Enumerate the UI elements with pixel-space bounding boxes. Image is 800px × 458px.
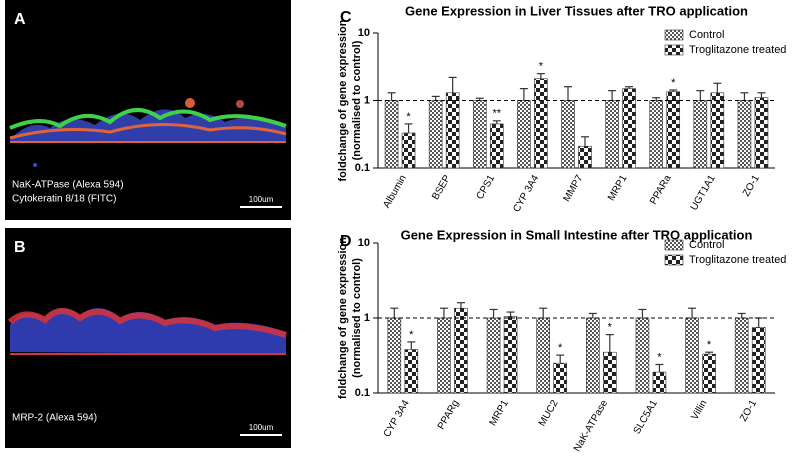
legend-label: Control — [689, 239, 724, 251]
bar — [517, 100, 531, 169]
bar — [553, 362, 567, 394]
scale-bar-label: 100um — [249, 195, 274, 204]
chart-title: Gene Expression in Small Intestine after… — [401, 227, 753, 242]
y-tick-label: 1 — [364, 94, 370, 106]
significance: * — [608, 322, 613, 334]
bar — [734, 317, 749, 394]
y-axis-label: (normalised to control) — [351, 40, 363, 160]
caption: MRP-2 (Alexa 594) — [12, 413, 97, 424]
bar — [472, 100, 487, 169]
y-tick-label: 0.1 — [355, 387, 370, 399]
bar — [454, 307, 468, 394]
panel-label: A — [14, 11, 26, 28]
caption: NaK-ATPase (Alexa 594) — [12, 180, 124, 191]
bar — [534, 78, 548, 169]
image-a: A NaK-ATPase (Alexa 594) Cytokeratin 8/1… — [5, 0, 291, 220]
image-b: B MRP-2 (Alexa 594) 100um — [5, 228, 291, 448]
x-tick-label: ZO-1 — [741, 173, 762, 199]
bar — [437, 317, 451, 394]
bar — [428, 100, 443, 169]
panel-label: C — [340, 9, 352, 26]
y-tick-label: 10 — [358, 27, 370, 39]
bar — [384, 100, 399, 169]
bar — [685, 317, 699, 394]
x-tick-label: PPARa — [648, 173, 674, 207]
scale-bar-label: 100um — [249, 423, 274, 432]
x-tick-label: MMP7 — [561, 173, 585, 204]
bar — [652, 371, 667, 394]
significance: * — [671, 77, 676, 89]
significance: * — [707, 339, 712, 351]
x-tick-label: BSEP — [430, 173, 453, 202]
x-tick-label: MUC2 — [537, 398, 561, 428]
x-tick-label: SLC5A1 — [632, 398, 660, 436]
bar — [445, 92, 460, 169]
x-tick-label: UGT1A1 — [689, 173, 718, 213]
legend-swatch — [664, 44, 684, 56]
significance: * — [406, 111, 411, 123]
x-tick-label: PPARg — [436, 398, 462, 431]
caption: Cytokeratin 8/18 (FITC) — [12, 194, 116, 205]
y-axis-label: foldchange of gene expression — [337, 19, 349, 181]
significance: * — [539, 61, 544, 73]
y-axis-label: foldchange of gene expression — [337, 237, 349, 399]
significance: ** — [492, 108, 501, 120]
bar — [486, 317, 501, 394]
x-tick-label: MRP1 — [488, 398, 512, 428]
bar — [603, 351, 617, 394]
bar — [754, 97, 769, 169]
bar — [710, 92, 725, 169]
legend-swatch — [664, 254, 684, 266]
x-tick-label: NaK-ATPase — [572, 398, 611, 454]
bar — [666, 91, 681, 169]
y-axis-label: (normalised to control) — [351, 258, 363, 378]
x-tick-label: CPS1 — [475, 173, 498, 202]
bar — [649, 100, 664, 169]
bar — [387, 317, 402, 394]
x-tick-label: MRP1 — [606, 173, 630, 203]
legend-label: Troglitazone treated — [689, 254, 786, 266]
bar — [578, 145, 592, 169]
legend-swatch — [664, 239, 684, 251]
y-tick-label: 10 — [358, 237, 370, 249]
significance: * — [558, 342, 563, 354]
legend-label: Troglitazone treated — [689, 44, 786, 56]
y-tick-label: 1 — [364, 312, 370, 324]
x-tick-label: CYP 3A4 — [511, 173, 541, 214]
panel-label: B — [14, 239, 26, 256]
x-tick-label: Villin — [689, 398, 709, 422]
bar — [489, 123, 504, 169]
chart-title: Gene Expression in Liver Tissues after T… — [405, 3, 748, 18]
x-tick-label: ZO-1 — [738, 398, 759, 424]
significance: * — [409, 329, 414, 341]
bar — [536, 317, 550, 394]
bar — [404, 349, 419, 394]
bar — [751, 327, 766, 394]
bar — [693, 100, 708, 169]
significance: * — [657, 351, 662, 363]
bar — [737, 100, 752, 169]
bar — [702, 353, 716, 394]
x-tick-label: CYP 3A4 — [382, 398, 412, 439]
bar — [503, 316, 518, 394]
bar — [586, 317, 600, 394]
bar — [401, 132, 416, 169]
y-tick-label: 0.1 — [355, 162, 370, 174]
legend-swatch — [664, 29, 684, 41]
panel-label: D — [340, 233, 352, 250]
bar — [605, 100, 619, 169]
bar — [635, 317, 650, 394]
bar — [561, 100, 575, 169]
x-tick-label: Albumin — [381, 173, 409, 210]
legend-label: Control — [689, 29, 724, 41]
